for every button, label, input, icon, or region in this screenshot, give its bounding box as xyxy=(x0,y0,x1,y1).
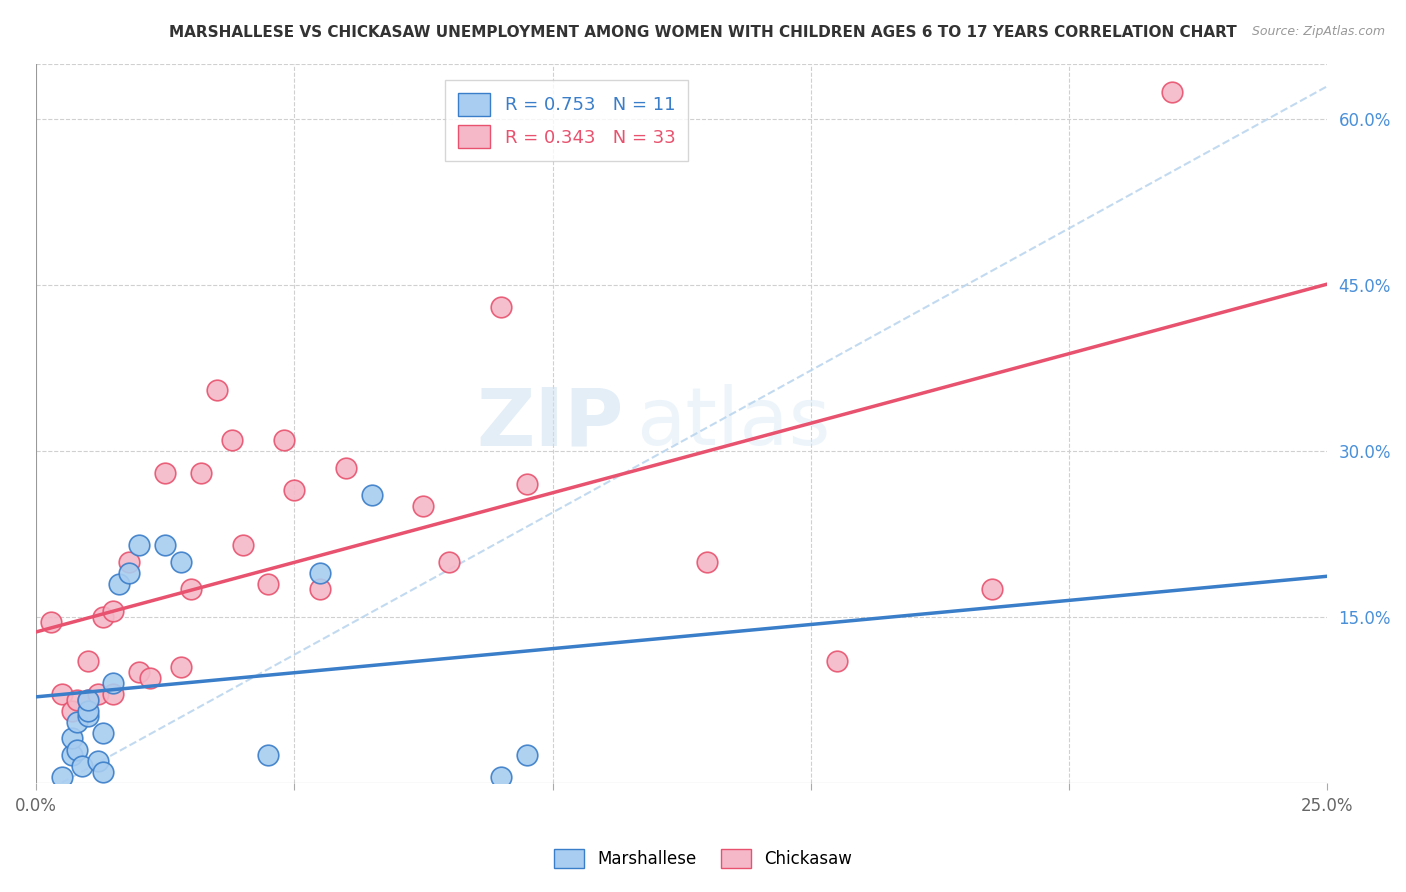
Point xyxy=(437,555,460,569)
Point xyxy=(41,615,63,630)
Point xyxy=(190,466,212,480)
Point xyxy=(103,676,125,690)
Point xyxy=(91,764,114,779)
Point xyxy=(180,582,202,597)
Point xyxy=(118,555,141,569)
Point xyxy=(825,654,848,668)
Point xyxy=(51,770,73,784)
Point xyxy=(273,433,295,447)
Point xyxy=(489,300,512,314)
Point xyxy=(205,383,228,397)
Point xyxy=(103,687,125,701)
Text: Source: ZipAtlas.com: Source: ZipAtlas.com xyxy=(1251,25,1385,38)
Point xyxy=(360,488,382,502)
Point xyxy=(51,687,73,701)
Legend: Marshallese, Chickasaw: Marshallese, Chickasaw xyxy=(547,842,859,875)
Point xyxy=(76,654,98,668)
Point xyxy=(309,582,332,597)
Point xyxy=(76,692,98,706)
Point xyxy=(1161,85,1184,99)
Point xyxy=(489,770,512,784)
Point xyxy=(257,576,280,591)
Point xyxy=(103,604,125,618)
Text: MARSHALLESE VS CHICKASAW UNEMPLOYMENT AMONG WOMEN WITH CHILDREN AGES 6 TO 17 YEA: MARSHALLESE VS CHICKASAW UNEMPLOYMENT AM… xyxy=(169,25,1237,40)
Point xyxy=(128,538,150,552)
Point xyxy=(91,726,114,740)
Point xyxy=(76,709,98,723)
Point xyxy=(516,747,538,762)
Point xyxy=(412,500,434,514)
Point xyxy=(66,742,89,756)
Point xyxy=(335,460,357,475)
Point xyxy=(221,433,243,447)
Point xyxy=(169,659,191,673)
Point xyxy=(309,566,332,580)
Point xyxy=(76,704,98,718)
Point xyxy=(91,610,114,624)
Point xyxy=(60,747,83,762)
Point xyxy=(76,692,98,706)
Point xyxy=(87,687,110,701)
Point xyxy=(153,538,176,552)
Point xyxy=(128,665,150,679)
Point xyxy=(72,759,94,773)
Point xyxy=(257,747,280,762)
Point xyxy=(153,466,176,480)
Point xyxy=(66,714,89,729)
Point xyxy=(169,555,191,569)
Point xyxy=(60,731,83,746)
Point xyxy=(138,671,160,685)
Point xyxy=(980,582,1002,597)
Point xyxy=(107,576,129,591)
Point xyxy=(87,754,110,768)
Point xyxy=(283,483,305,497)
Point xyxy=(60,704,83,718)
Point xyxy=(696,555,718,569)
Point xyxy=(66,692,89,706)
Legend: R = 0.753   N = 11, R = 0.343   N = 33: R = 0.753 N = 11, R = 0.343 N = 33 xyxy=(446,80,689,161)
Point xyxy=(516,477,538,491)
Text: atlas: atlas xyxy=(637,384,831,462)
Point xyxy=(118,566,141,580)
Text: ZIP: ZIP xyxy=(477,384,623,462)
Point xyxy=(232,538,254,552)
